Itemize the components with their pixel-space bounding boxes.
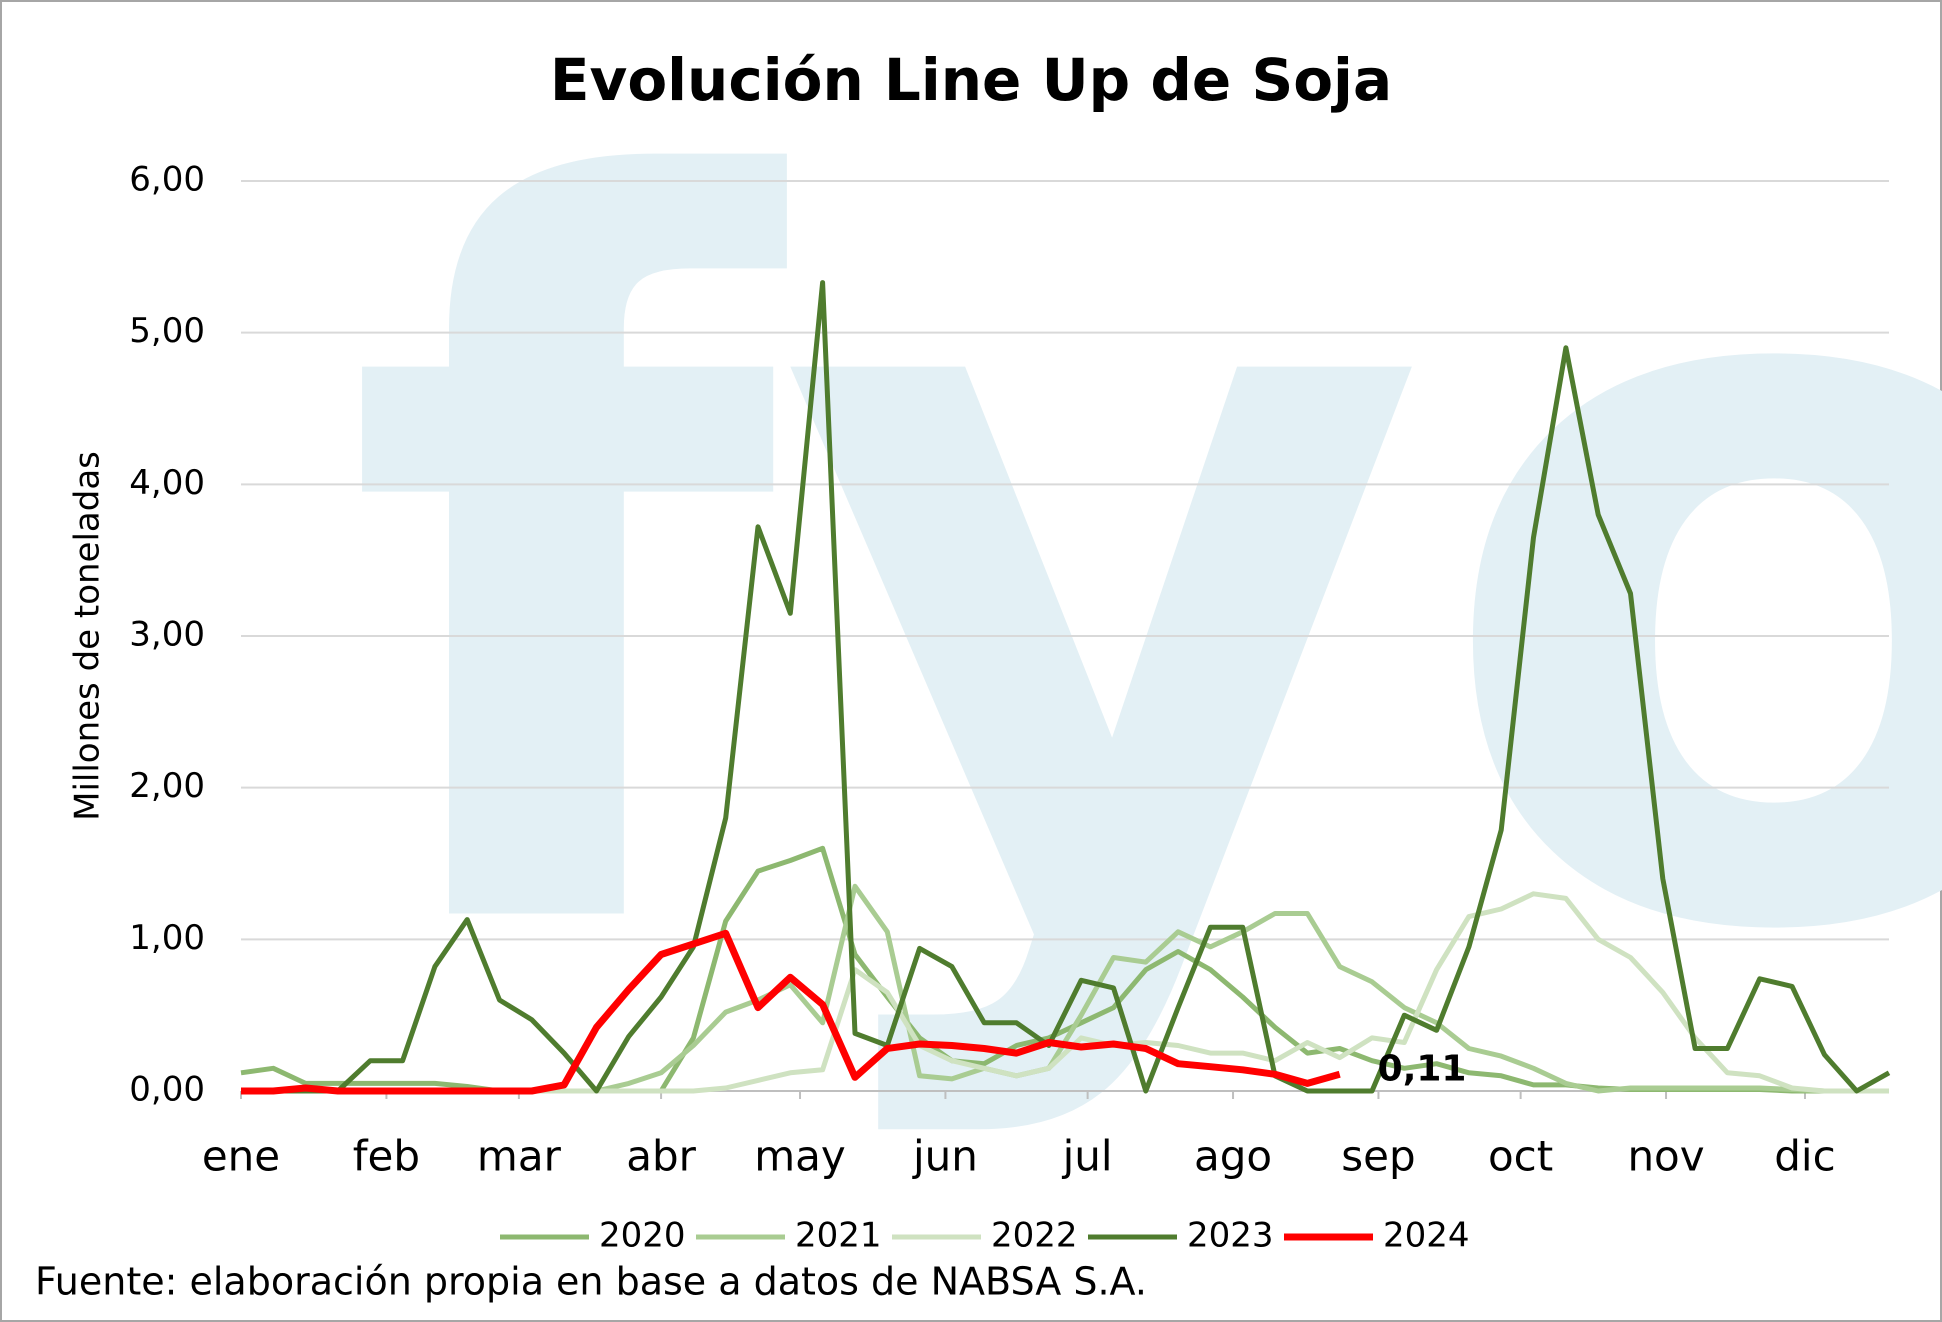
y-tick-label: 0,00 (129, 1070, 205, 1110)
source-note: Fuente: elaboración propia en base a dat… (35, 1260, 1147, 1304)
series-line (241, 929, 1341, 1095)
x-tick-label: jun (912, 1132, 978, 1181)
y-tick-label: 5,00 (129, 311, 205, 351)
annotation: 0,11 (1378, 1048, 1467, 1089)
x-tick-label: abr (626, 1132, 696, 1181)
series-line (241, 280, 1891, 1094)
legend-label: 2024 (1383, 1216, 1470, 1256)
x-tick-label: mar (477, 1132, 562, 1181)
x-tick-label: dic (1774, 1132, 1835, 1181)
legend-label: 2023 (1187, 1216, 1274, 1256)
x-tick-label: nov (1627, 1132, 1704, 1181)
y-tick-label: 4,00 (129, 463, 205, 503)
x-tick-label: oct (1488, 1132, 1553, 1181)
y-axis-label: Millones de toneladas (68, 451, 108, 821)
chart-title: Evolución Line Up de Soja (550, 46, 1392, 114)
y-tick-label: 6,00 (129, 160, 205, 200)
x-tick-label: ene (202, 1132, 280, 1181)
legend-label: 2022 (991, 1216, 1078, 1256)
y-tick-label: 2,00 (129, 766, 205, 806)
x-tick-label: jul (1062, 1132, 1113, 1181)
x-tick-label: sep (1341, 1132, 1415, 1181)
y-tick-label: 1,00 (129, 918, 205, 958)
y-tick-label: 3,00 (129, 615, 205, 655)
legend-label: 2021 (795, 1216, 882, 1256)
x-tick-label: feb (353, 1132, 420, 1181)
x-tick-label: may (754, 1132, 846, 1181)
x-tick-label: ago (1194, 1132, 1272, 1181)
legend-label: 2020 (599, 1216, 686, 1256)
